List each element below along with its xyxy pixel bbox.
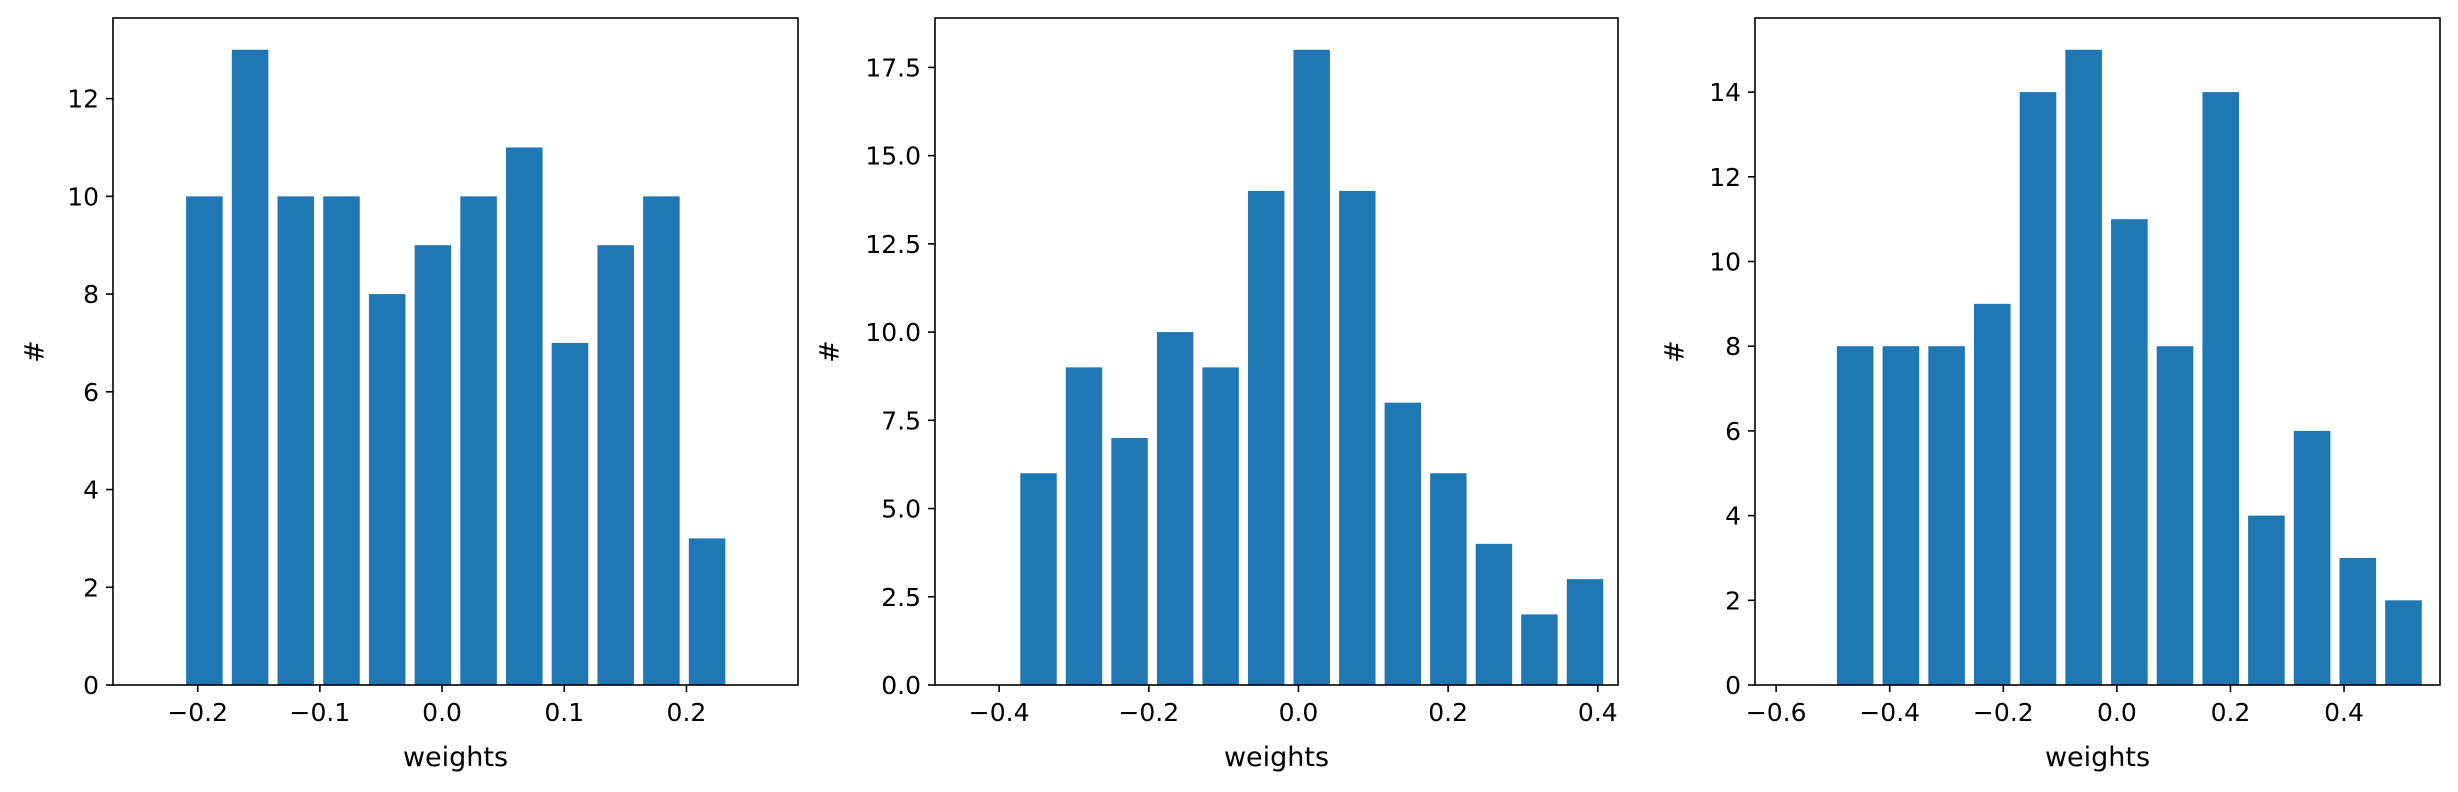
bar: [1973, 303, 2011, 685]
x-tick-label: 0.0: [1279, 698, 1319, 727]
x-axis: −0.2 −0.1 0.0 0.1 0.2: [167, 685, 706, 727]
bar: [460, 196, 497, 685]
y-tick-label: 14: [1709, 78, 1741, 107]
bar: [2339, 557, 2377, 685]
y-tick-label: 12.5: [865, 230, 921, 259]
x-tick-label: −0.2: [1973, 698, 2034, 727]
x-tick-label: −0.2: [1118, 698, 1179, 727]
x-axis-label: weights: [1224, 742, 1329, 773]
bar: [2248, 515, 2285, 685]
y-tick-label: 8: [83, 280, 99, 309]
subplot-1: −0.2 −0.1 0.0 0.1 0.2 0 2 4 6 8 10 12 weights #: [20, 17, 799, 773]
bar: [1566, 579, 1604, 685]
y-axis: 0 2 4 6 8 10 12: [67, 85, 113, 700]
bar: [1882, 346, 1920, 685]
bar: [1111, 437, 1148, 685]
x-tick-label: 0.0: [2097, 698, 2137, 727]
bar: [643, 196, 680, 685]
x-axis: −0.4 −0.2 0.0 0.2 0.4: [969, 685, 1618, 727]
y-tick-label: 10: [1709, 248, 1741, 277]
y-tick-label: 8: [1725, 332, 1741, 361]
y-tick-label: 0: [83, 671, 99, 700]
y-tick-label: 4: [83, 476, 99, 505]
y-axis-label: #: [20, 340, 51, 363]
bar: [2385, 600, 2422, 685]
subplot-2: −0.4 −0.2 0.0 0.2 0.4 0.0 2.5 5.0 7.5 10.0 12.5 15…: [815, 17, 1619, 773]
bar: [2111, 219, 2148, 685]
y-tick-label: 2: [1725, 586, 1741, 615]
bar: [2293, 430, 2331, 685]
y-axis-label: #: [815, 340, 846, 363]
plot-frame: [934, 17, 1619, 686]
bar: [277, 196, 315, 685]
y-axis: 0.0 2.5 5.0 7.5 10.0 12.5 15.0 17.5: [865, 53, 935, 700]
x-axis-label: weights: [403, 742, 508, 773]
bar: [1156, 332, 1194, 685]
plot-frame: [112, 17, 799, 686]
x-tick-label: 0.4: [2324, 698, 2364, 727]
bar: [186, 196, 223, 685]
bar: [1202, 367, 1239, 685]
bar: [1020, 473, 1057, 685]
bar: [597, 245, 634, 685]
x-tick-label: −0.4: [1859, 698, 1920, 727]
subplot-3: −0.6 −0.4 −0.2 0.0 0.2 0.4 0 2 4 6 8 10 12 14 weight…: [1660, 17, 2441, 773]
x-axis: −0.6 −0.4 −0.2 0.0 0.2 0.4: [1746, 685, 2364, 727]
y-tick-label: 17.5: [865, 53, 921, 82]
bar: [2019, 92, 2057, 686]
x-tick-label: 0.2: [2211, 698, 2251, 727]
x-tick-label: 0.4: [1578, 698, 1618, 727]
bar: [1836, 346, 1874, 685]
bar: [1293, 49, 1330, 686]
x-tick-label: −0.1: [290, 698, 351, 727]
bar: [2156, 346, 2194, 685]
bar: [1475, 543, 1513, 685]
bar: [323, 196, 360, 685]
x-tick-label: −0.2: [167, 698, 228, 727]
y-tick-label: 0.0: [881, 671, 921, 700]
bar: [1065, 367, 1103, 685]
y-tick-label: 0: [1725, 671, 1741, 700]
x-axis-label: weights: [2045, 742, 2150, 773]
bar: [1247, 190, 1285, 686]
bar: [506, 147, 543, 685]
y-tick-label: 5.0: [881, 495, 921, 524]
x-tick-label: 0.1: [544, 698, 584, 727]
y-tick-label: 10: [67, 182, 99, 211]
y-axis: 0 2 4 6 8 10 12 14: [1709, 78, 1755, 700]
y-tick-label: 6: [83, 378, 99, 407]
x-tick-label: 0.2: [667, 698, 707, 727]
y-tick-label: 12: [67, 85, 99, 114]
y-tick-label: 10.0: [865, 318, 921, 347]
bar: [1521, 614, 1558, 685]
y-tick-label: 2: [83, 573, 99, 602]
bar: [368, 294, 406, 685]
y-tick-label: 2.5: [881, 583, 921, 612]
y-tick-label: 15.0: [865, 142, 921, 171]
x-tick-label: −0.6: [1746, 698, 1807, 727]
bar: [1384, 402, 1422, 685]
bar: [2065, 49, 2102, 686]
bar: [688, 538, 726, 685]
bar: [2202, 92, 2240, 686]
bar: [1430, 473, 1467, 685]
y-axis-label: #: [1660, 340, 1691, 363]
x-tick-label: 0.2: [1428, 698, 1468, 727]
plot-frame: [1754, 17, 2441, 686]
bar: [414, 245, 452, 685]
y-tick-label: 4: [1725, 502, 1741, 531]
bar: [1928, 346, 1965, 685]
y-tick-label: 7.5: [881, 406, 921, 435]
x-tick-label: −0.4: [969, 698, 1030, 727]
x-tick-label: 0.0: [422, 698, 462, 727]
y-tick-label: 6: [1725, 417, 1741, 446]
y-tick-label: 12: [1709, 163, 1741, 192]
bar: [551, 342, 589, 685]
bar: [1339, 190, 1376, 686]
bar: [231, 49, 269, 686]
